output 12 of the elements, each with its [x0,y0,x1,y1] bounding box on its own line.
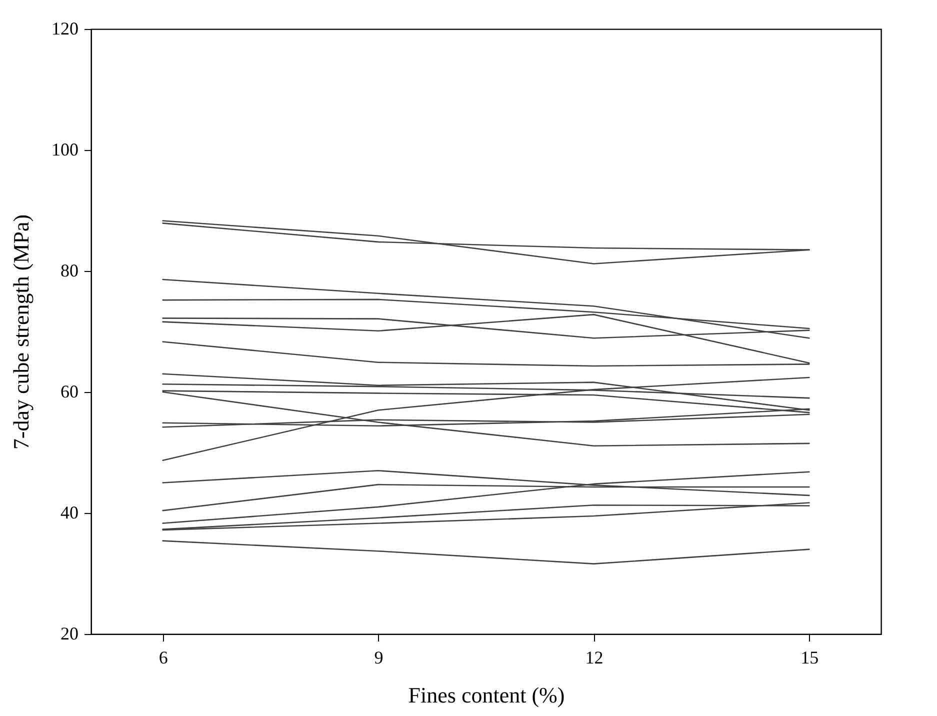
y-tick-label: 20 [60,624,78,644]
x-tick-label: 9 [374,648,384,668]
y-tick-label: 120 [52,18,78,38]
x-tick-label: 12 [585,648,604,668]
y-tick-label: 100 [52,140,78,160]
y-tick-label: 60 [60,382,78,402]
x-tick-label: 6 [158,648,168,668]
y-axis-title: 7-day cube strength (MPa) [8,214,34,450]
y-tick-label: 80 [60,260,78,280]
x-tick-label: 15 [800,648,819,668]
x-axis-title: Fines content (%) [408,682,565,708]
y-tick-label: 40 [60,502,78,522]
